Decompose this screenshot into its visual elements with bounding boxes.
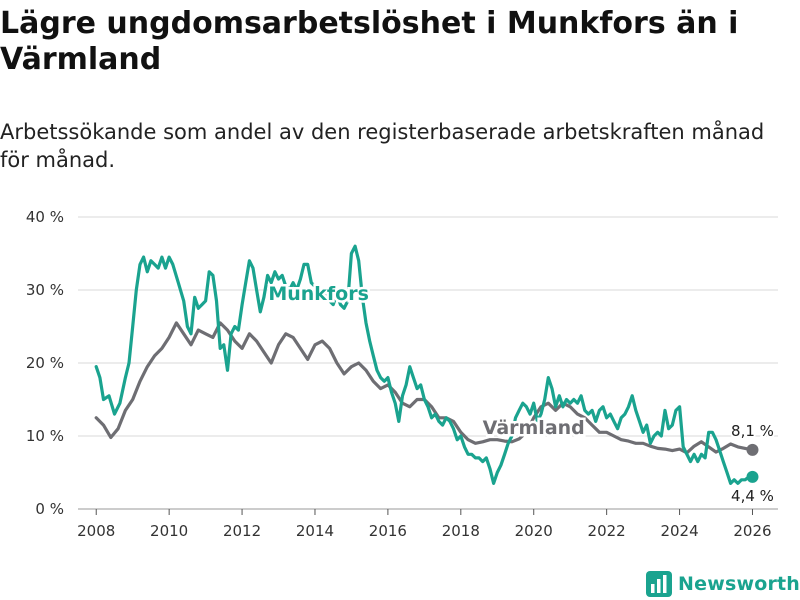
y-axis: 0 % 10 % 20 % 30 % 40 % xyxy=(26,208,64,518)
x-tick-label: 2022 xyxy=(588,522,626,540)
series-labels: Munkfors Värmland 8,1 % 4,4 % xyxy=(266,280,776,506)
end-point-varmland xyxy=(746,443,759,456)
x-tick-label: 2010 xyxy=(150,522,188,540)
x-tick-label: 2026 xyxy=(733,522,771,540)
end-label-munkfors: 4,4 % xyxy=(731,487,774,505)
y-tick-label: 10 % xyxy=(26,427,64,445)
line-chart: 0 % 10 % 20 % 30 % 40 % 2008 2010 2012 2014 2016… xyxy=(26,208,778,540)
chart-title: Lägre ungdomsarbetslöshet i Munkfors än … xyxy=(0,6,739,77)
x-tick-label: 2008 xyxy=(77,522,115,540)
series-lines xyxy=(94,244,759,485)
x-axis: 2008 2010 2012 2014 2016 2018 2020 2022 2024 2026 xyxy=(77,509,772,540)
chart-subtitle: Arbetssökande som andel av den registerb… xyxy=(0,120,765,172)
newsworthy-logo: Newsworthy xyxy=(646,570,800,598)
x-tick-label: 2012 xyxy=(223,522,261,540)
x-tick-label: 2014 xyxy=(296,522,334,540)
series-line-varmland xyxy=(94,321,755,455)
y-tick-label: 40 % xyxy=(26,208,64,226)
bar-chart-logo-icon xyxy=(646,571,672,597)
y-tick-label: 30 % xyxy=(26,281,64,299)
x-tick-label: 2016 xyxy=(369,522,407,540)
end-point-munkfors xyxy=(746,470,759,483)
gridlines xyxy=(78,216,778,510)
x-tick-label: 2018 xyxy=(442,522,480,540)
x-tick-label: 2024 xyxy=(660,522,698,540)
y-tick-label: 0 % xyxy=(35,500,64,518)
series-line-munkfors xyxy=(94,244,755,485)
end-label-varmland: 8,1 % xyxy=(731,422,774,440)
series-label-munkfors: Munkfors xyxy=(268,283,369,305)
y-tick-label: 20 % xyxy=(26,354,64,372)
brand-name: Newsworthy xyxy=(678,573,800,595)
series-label-varmland: Värmland xyxy=(483,417,585,439)
x-tick-label: 2020 xyxy=(515,522,553,540)
